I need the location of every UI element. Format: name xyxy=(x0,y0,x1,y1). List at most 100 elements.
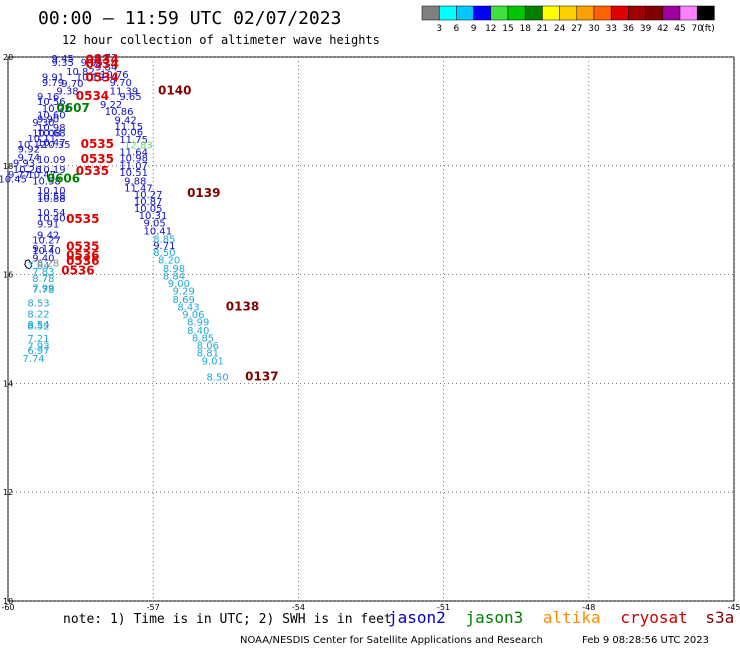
wave-height-value: 10.19 xyxy=(37,165,66,176)
colorbar-label: 27 xyxy=(571,24,582,34)
wave-height-value: 9.77 xyxy=(8,170,30,181)
wave-height-value: 10.06 xyxy=(114,127,143,138)
wave-height-value: 10.58 xyxy=(32,176,61,187)
wave-height-value: 8.06 xyxy=(197,341,219,352)
longitude-tick-label: -54 xyxy=(292,603,305,612)
wave-height-value: 9.22 xyxy=(100,100,122,111)
wave-height-value: 10.51 xyxy=(119,168,148,179)
colorbar-label: 24 xyxy=(554,24,566,34)
pass-time-label: 0536 xyxy=(66,248,99,262)
wave-height-value: 9.73 xyxy=(95,53,117,64)
wave-height-value: 8.53 xyxy=(27,299,49,310)
pass-time-label: 0535 xyxy=(81,137,114,151)
wave-height-value: 8.84 xyxy=(163,271,185,282)
wave-height-value: 9.79 xyxy=(42,78,64,89)
wave-height-value: 9.42 xyxy=(114,115,136,126)
wave-height-value: 10.12 xyxy=(18,140,47,151)
wave-height-value: 9.01 xyxy=(202,356,224,367)
colorbar-legend: 3 6 9 12 15 18 21 24 27 30 33 36 39 42 45 70(ft) xyxy=(421,5,715,34)
satellite-legend: jason2 jason3 altika cryosat s3a xyxy=(388,608,734,627)
wave-height-value: 9.91 xyxy=(37,219,59,230)
colorbar-unit: (ft) xyxy=(701,24,715,34)
wave-height-value: 9.92 xyxy=(18,145,40,156)
wave-height-value: 8.50 xyxy=(153,248,175,259)
wave-height-value: 8.85 xyxy=(192,334,214,345)
wave-height-value: 10.54 xyxy=(37,208,66,219)
pass-time-label: 0138 xyxy=(226,300,259,314)
wave-height-value: 11.07 xyxy=(119,161,148,172)
longitude-tick-label: -48 xyxy=(582,603,595,612)
wave-height-value: 10.60 xyxy=(37,110,66,121)
wave-height-value: 9.93 xyxy=(13,158,35,169)
colorbar-label: 18 xyxy=(519,24,531,34)
wave-height-value: 12.83 xyxy=(124,140,153,151)
wave-height-value: 10.22 xyxy=(42,104,71,115)
wave-height-value: 7.99 xyxy=(32,283,54,294)
pass-time-label: 0606 xyxy=(47,172,80,186)
pass-time-label: 0536 xyxy=(66,254,99,268)
wave-height-value: 9.30 xyxy=(32,118,54,129)
wave-height-value: 11.15 xyxy=(114,122,143,133)
wave-height-value: 10.68 xyxy=(37,128,66,139)
colorbar-label: 45 xyxy=(674,24,685,34)
wave-height-value: 10.41 xyxy=(144,226,173,237)
pass-time-label: 0534 xyxy=(85,70,118,84)
wave-height-value: 10.56 xyxy=(37,97,66,108)
pass-time-label: 0535 xyxy=(81,152,114,166)
wave-height-value: 9.29 xyxy=(173,287,195,298)
pass-time-label: 0607 xyxy=(56,101,89,115)
pass-time-label: 0137 xyxy=(245,370,278,384)
wave-height-value: 9.45 xyxy=(52,54,74,65)
pass-time-label: 0536 xyxy=(61,264,94,278)
latitude-tick-label: 18 xyxy=(3,162,13,171)
wave-height-value: 10.27 xyxy=(32,236,61,247)
colorbar-label: 3 xyxy=(436,24,442,34)
longitude-tick-label: -51 xyxy=(437,603,450,612)
wave-height-value: 9.05 xyxy=(144,219,166,230)
wave-height-value: 7.83 xyxy=(32,267,54,278)
wave-height-value: 8.28 xyxy=(37,258,59,269)
wave-height-value: 10.31 xyxy=(139,211,168,222)
legend-s3a: s3a xyxy=(705,608,735,627)
colorbar-label: 42 xyxy=(657,24,668,34)
wave-height-value: 8.50 xyxy=(206,373,228,384)
pass-time-label: 0534 xyxy=(85,57,118,71)
wave-height-value: 9.00 xyxy=(168,279,190,290)
latitude-tick-label: 20 xyxy=(3,53,13,62)
wave-height-value: 9.90 xyxy=(37,114,59,125)
wave-height-value: 9.70 xyxy=(110,78,132,89)
footer-credit: NOAA/NESDIS Center for Satellite Applica… xyxy=(240,635,543,646)
wave-height-value: 10.87 xyxy=(134,197,163,208)
wave-height-value: 8.81 xyxy=(197,349,219,360)
wave-height-value: 10.05 xyxy=(134,204,163,215)
wave-height-value: 10.58 xyxy=(37,192,66,203)
wave-height-value: 8.98 xyxy=(163,264,185,275)
wave-height-value: 9.16 xyxy=(37,92,59,103)
wave-height-value: 10.86 xyxy=(105,107,134,118)
pass-time-label: 0535 xyxy=(66,240,99,254)
latitude-tick-label: 14 xyxy=(3,379,13,388)
colorbar-label: 70 xyxy=(691,24,703,34)
wave-height-value: 10.76 xyxy=(100,70,129,81)
wave-height-value: 9.06 xyxy=(182,310,204,321)
pass-time-label: 0139 xyxy=(187,186,220,200)
wave-height-value: 10.10 xyxy=(37,186,66,197)
wave-height-value: 10.19 xyxy=(76,72,105,83)
wave-height-value: 9.40 xyxy=(32,254,54,265)
footer-note: note: 1) Time is in UTC; 2) SWH is in fe… xyxy=(63,612,392,627)
latitude-tick-label: 10 xyxy=(3,597,13,606)
wave-height-value: 11.64 xyxy=(119,147,148,158)
wave-height-value: 9.95 xyxy=(81,58,103,69)
wave-height-value: 7.84 xyxy=(27,261,49,272)
wave-height-value: 10.26 xyxy=(13,165,42,176)
colorbar-label: 30 xyxy=(588,24,600,34)
longitude-tick-label: -57 xyxy=(147,603,160,612)
wave-height-value: 10.40 xyxy=(32,246,61,257)
wave-height-value: 8.99 xyxy=(187,318,209,329)
wave-height-value: 10.27 xyxy=(134,190,163,201)
wave-height-value: 9.38 xyxy=(56,87,78,98)
longitude-tick-label: -60 xyxy=(1,603,14,612)
legend-jason3: jason3 xyxy=(465,608,524,627)
wave-height-value: 11.39 xyxy=(110,87,139,98)
wave-height-value: 10.82 xyxy=(66,67,95,78)
